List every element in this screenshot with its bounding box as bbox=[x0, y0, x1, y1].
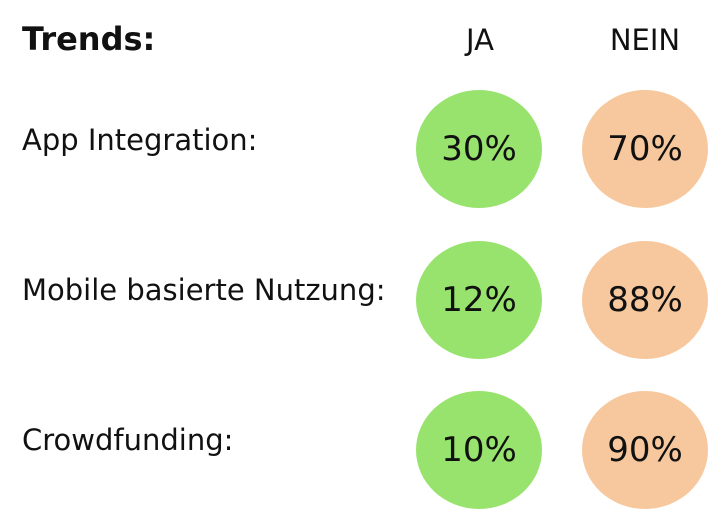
bubble-nein-crowdfunding: 90% bbox=[582, 391, 708, 509]
column-header-ja: JA bbox=[466, 23, 494, 57]
row-label-mobile-basierte-nutzung: Mobile basierte Nutzung: bbox=[22, 273, 386, 307]
column-header-nein: NEIN bbox=[609, 23, 681, 57]
bubble-ja-crowdfunding: 10% bbox=[416, 391, 542, 509]
bubble-nein-app-integration: 70% bbox=[582, 90, 708, 208]
row-label-crowdfunding: Crowdfunding: bbox=[22, 423, 234, 457]
bubble-nein-mobile-basierte-nutzung: 88% bbox=[582, 241, 708, 359]
row-label-app-integration: App Integration: bbox=[22, 123, 258, 157]
bubble-ja-mobile-basierte-nutzung: 12% bbox=[416, 241, 542, 359]
chart-title: Trends: bbox=[22, 20, 156, 58]
bubble-ja-app-integration: 30% bbox=[416, 90, 542, 208]
